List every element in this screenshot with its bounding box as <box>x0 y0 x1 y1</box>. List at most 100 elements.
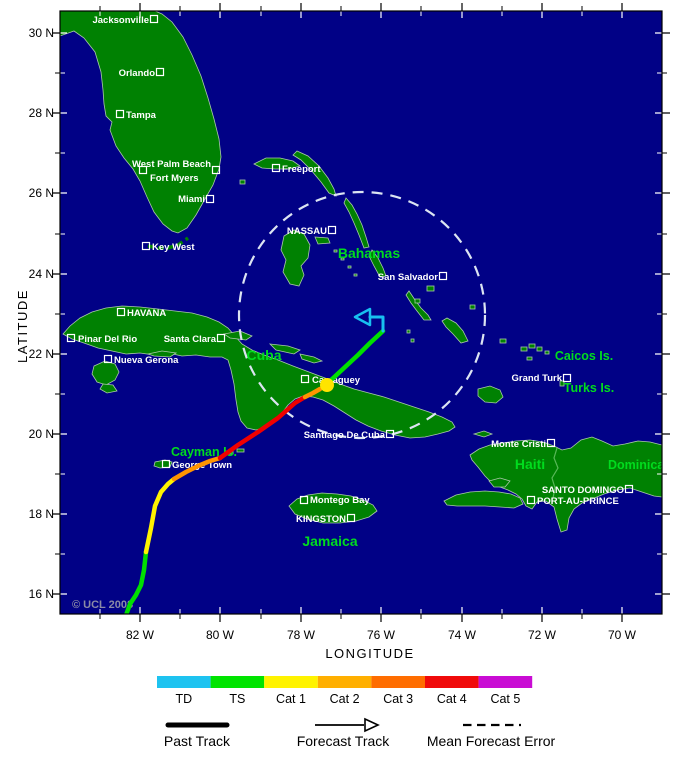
intensity-label-cat4: Cat 4 <box>437 692 467 706</box>
lon-tick-label: 82 W <box>126 628 155 642</box>
symbol-legend: Past Track Forecast Track Mean Forecast … <box>164 717 556 749</box>
intensity-label-cat3: Cat 3 <box>383 692 413 706</box>
city-label-grand-turk: Grand Turk <box>512 373 563 384</box>
lon-tick-label: 80 W <box>206 628 235 642</box>
tortue-island <box>472 430 494 438</box>
great-inagua-island <box>477 385 504 404</box>
ragged-island-chain <box>406 329 415 343</box>
city-marker <box>438 271 448 281</box>
bimini-islet <box>239 179 246 185</box>
colorbar-swatch-ts <box>210 676 265 688</box>
x-axis-title: LONGITUDE <box>325 646 414 661</box>
colorbar-swatch-cat3 <box>371 676 425 688</box>
city-marker <box>211 165 221 175</box>
region-label-turks-is: Turks Is. <box>564 381 614 395</box>
city-label-pinar-del-rio: Pinar Del Rio <box>78 334 137 345</box>
lon-tick-label: 78 W <box>287 628 316 642</box>
colorbar-swatch-td <box>157 676 211 688</box>
lat-tick-label: 18 N <box>29 507 54 521</box>
outer-ticks <box>52 3 670 622</box>
florida-landmass <box>60 11 222 234</box>
forecast-track-ts-segment <box>327 328 386 384</box>
city-label-orlando: Orlando <box>119 68 156 79</box>
city-label-kingston: KINGSTON <box>296 514 346 525</box>
past-track-cat4-segment <box>217 394 308 461</box>
city-marker <box>327 225 337 235</box>
cat-island <box>368 249 387 278</box>
mean-forecast-error-circle <box>237 190 487 440</box>
city-label-santiago-de-cuba: Santiago De Cuba <box>304 430 386 441</box>
colorbar-swatch-cat4 <box>425 676 479 688</box>
eleuthera-island <box>343 197 370 249</box>
city-label-santa-clara: Santa Clara <box>164 334 217 345</box>
city-label-monte-cristi: Monte Cristi <box>491 439 546 450</box>
region-label-bahamas: Bahamas <box>338 245 400 261</box>
caicos-islands <box>499 338 550 361</box>
lat-tick-label: 16 N <box>29 587 54 601</box>
city-marker <box>141 241 151 251</box>
exuma-cays <box>333 249 358 277</box>
grand-bahama-island <box>253 157 301 170</box>
intensity-label-cat2: Cat 2 <box>330 692 360 706</box>
past-track-ts-segment <box>124 549 149 614</box>
samana-cay-islet <box>469 304 476 310</box>
latitude-tick-labels: 30 N 28 N 26 N 24 N 22 N 20 N 18 N 16 N <box>29 26 54 601</box>
city-marker <box>149 14 159 24</box>
past-track-label: Past Track <box>164 733 231 749</box>
city-label-tampa: Tampa <box>126 110 157 121</box>
city-marker <box>155 67 165 77</box>
lat-tick-label: 26 N <box>29 186 54 200</box>
lon-tick-label: 72 W <box>528 628 557 642</box>
y-axis-title: LATITUDE <box>15 289 30 363</box>
city-marker <box>624 484 634 494</box>
city-marker <box>299 495 309 505</box>
intensity-labels: TD TS Cat 1 Cat 2 Cat 3 Cat 4 Cat 5 <box>175 692 520 706</box>
city-label-fort-myers: Fort Myers <box>150 173 199 184</box>
past-track-cat2-segment-2 <box>302 386 323 400</box>
city-marker <box>546 438 556 448</box>
florida-keys <box>147 236 190 250</box>
long-island-bahamas <box>405 290 432 321</box>
map-area: © UCL 2008 <box>60 11 672 614</box>
haiti-dr-border <box>551 447 559 499</box>
city-label-miami: Miami <box>178 194 205 205</box>
region-label-haiti: Haiti <box>515 456 545 472</box>
lon-tick-label: 74 W <box>448 628 477 642</box>
forecast-track-label: Forecast Track <box>297 733 391 749</box>
lat-tick-label: 28 N <box>29 106 54 120</box>
city-label-west-palm-beach: West Palm Beach <box>132 159 211 170</box>
sabana-camaguey-cays <box>146 330 324 364</box>
forecast-arrowhead-icon <box>353 307 372 327</box>
mean-forecast-error-label: Mean Forecast Error <box>427 733 556 749</box>
past-track-cat2-segment <box>171 455 223 482</box>
colorbar-swatch-cat5 <box>478 676 533 688</box>
city-label-nueva-gerona: Nueva Gerona <box>114 355 179 366</box>
city-marker <box>66 333 76 343</box>
lat-tick-label: 22 N <box>29 347 54 361</box>
city-marker <box>205 194 215 204</box>
abaco-island <box>292 150 337 197</box>
grand-turk-islet <box>559 380 565 387</box>
map-border <box>59 10 663 615</box>
city-label-montego-bay: Montego Bay <box>310 495 370 506</box>
region-labels: Bahamas Cuba Cayman Is. Jamaica Haiti Ca… <box>171 245 672 549</box>
andros-island <box>280 229 311 287</box>
city-label-camaguey: Camaguey <box>312 375 361 386</box>
cuba-landmass <box>62 305 456 439</box>
lat-tick-label: 30 N <box>29 26 54 40</box>
colorbar-swatch-cat1 <box>264 676 318 688</box>
copyright-text: © UCL 2008 <box>72 599 133 611</box>
lon-tick-label: 70 W <box>608 628 637 642</box>
forecast-track <box>353 307 385 333</box>
region-label-dominican: Dominican <box>608 458 672 472</box>
city-label-santo-domingo: SANTO DOMINGO <box>542 485 624 496</box>
hispaniola-landmass <box>469 436 662 533</box>
past-track <box>124 328 386 614</box>
intensity-label-cat1: Cat 1 <box>276 692 306 706</box>
region-label-cuba: Cuba <box>247 347 282 363</box>
intensity-label-cat5: Cat 5 <box>490 692 520 706</box>
isle-of-youth-tail <box>99 383 118 394</box>
colorbar-swatch-cat2 <box>317 676 372 688</box>
